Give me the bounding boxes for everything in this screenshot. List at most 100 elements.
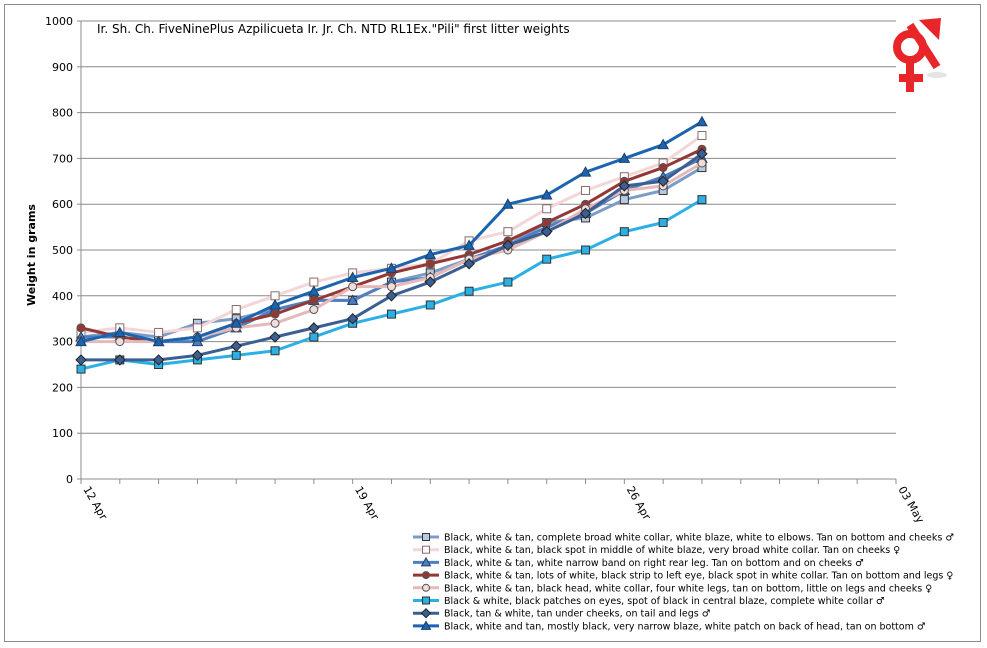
data-point (658, 218, 668, 228)
y-tick-label: 1000 (45, 15, 73, 28)
data-point (657, 138, 669, 150)
legend-label: Black, white & tan, complete broad white… (444, 533, 954, 544)
data-point (348, 282, 358, 292)
legend-item: Black & white, black patches on eyes, sp… (413, 596, 884, 607)
legend-marker (420, 607, 432, 619)
y-tick-label: 800 (52, 107, 73, 120)
legend-marker (422, 571, 430, 580)
data-point (579, 166, 592, 177)
data-point (230, 340, 242, 352)
axes (77, 20, 897, 484)
legend-marker (422, 596, 430, 605)
legend-marker (422, 533, 430, 541)
data-point (463, 258, 475, 270)
data-point (502, 239, 514, 252)
chart-frame: 0 100 200 300 400 500 600 700 800 900 1000 12 Apr 1… (4, 4, 981, 642)
legend-label: Black & white, black patches on eyes, sp… (444, 596, 884, 607)
data-point (115, 337, 125, 347)
data-point (270, 309, 280, 319)
y-tick-label: 500 (52, 244, 73, 257)
data-point (464, 286, 474, 296)
data-point (270, 291, 280, 301)
x-tick-labels: 12 Apr 19 Apr 26 Apr 03 May (80, 484, 927, 526)
data-point (463, 239, 475, 250)
data-point (75, 335, 87, 347)
data-point (152, 354, 165, 366)
data-point (192, 323, 202, 333)
data-point (619, 195, 629, 205)
legend-label: Black, white and tan, mostly black, very… (444, 621, 925, 632)
data-point (191, 330, 204, 342)
data-point (269, 331, 281, 343)
legend-label: Black, white & tan, white narrow band on… (444, 558, 864, 569)
data-point (308, 285, 320, 296)
x-tick-label: 19 Apr (352, 484, 382, 523)
data-point (386, 282, 396, 292)
data-point (618, 152, 631, 163)
gender-symbol-icon (893, 18, 947, 92)
series-line (81, 152, 703, 362)
series-lines (75, 115, 708, 374)
data-point (618, 180, 631, 192)
data-point (658, 163, 668, 173)
legend-item: Black, white & tan, black head, white co… (413, 583, 932, 594)
legend-item: Black, white & tan, black spot in middle… (413, 545, 900, 556)
legend-item: Black, white & tan, complete broad white… (413, 533, 954, 544)
data-point (697, 195, 707, 205)
data-point (154, 327, 164, 337)
legend-marker (420, 620, 432, 630)
series-line (80, 120, 703, 344)
data-point (76, 323, 86, 333)
data-point (230, 317, 243, 328)
data-point (502, 198, 514, 209)
x-tick-label: 12 Apr (80, 484, 110, 523)
data-point (425, 300, 435, 310)
legend-item: Black, white and tan, mostly black, very… (413, 620, 925, 632)
data-point (231, 350, 241, 360)
x-tick-label: 26 Apr (624, 484, 654, 523)
data-point (542, 254, 552, 264)
data-point (579, 207, 592, 220)
data-point (269, 298, 281, 310)
y-axis-title: Weight in grams (25, 204, 38, 306)
data-point (540, 189, 553, 200)
chart-title: Ir. Sh. Ch. FiveNinePlus Azpilicueta Ir.… (97, 22, 570, 36)
legend-marker (422, 583, 430, 592)
legend-item: Black, tan & white, tan under cheeks, on… (413, 607, 710, 620)
series-7 (75, 148, 708, 366)
legend-marker (422, 545, 430, 554)
data-point (657, 175, 669, 188)
series-8 (75, 115, 708, 347)
data-point (308, 322, 320, 334)
data-point (581, 245, 591, 255)
data-point (424, 248, 437, 260)
data-point (385, 262, 398, 273)
y-tick-label: 100 (52, 427, 73, 440)
y-tick-label: 400 (52, 290, 73, 303)
legend-item: Black, white & tan, lots of white, black… (413, 571, 953, 582)
y-tick-labels: 0 100 200 300 400 500 600 700 800 900 1000 (45, 15, 73, 486)
data-point (697, 158, 707, 168)
data-point (542, 204, 552, 214)
data-point (76, 364, 86, 374)
legend-label: Black, white & tan, lots of white, black… (444, 571, 953, 582)
data-point (696, 115, 708, 127)
data-point (309, 295, 319, 305)
data-point (697, 131, 707, 140)
data-point (309, 277, 319, 287)
data-point (503, 277, 513, 287)
data-point (696, 148, 708, 160)
data-point (270, 346, 280, 356)
legend-item: Black, white & tan, white narrow band on… (413, 556, 864, 569)
data-point (581, 185, 591, 195)
legend: Black, white & tan, complete broad white… (413, 533, 954, 632)
data-point (75, 354, 87, 366)
data-point (503, 227, 513, 237)
legend-label: Black, tan & white, tan under cheeks, on… (444, 609, 710, 620)
data-point (385, 290, 398, 302)
y-tick-label: 700 (52, 152, 73, 165)
data-point (346, 312, 359, 325)
legend-label: Black, white & tan, black spot in middle… (444, 545, 900, 556)
data-point (309, 305, 319, 315)
data-point (425, 259, 435, 269)
